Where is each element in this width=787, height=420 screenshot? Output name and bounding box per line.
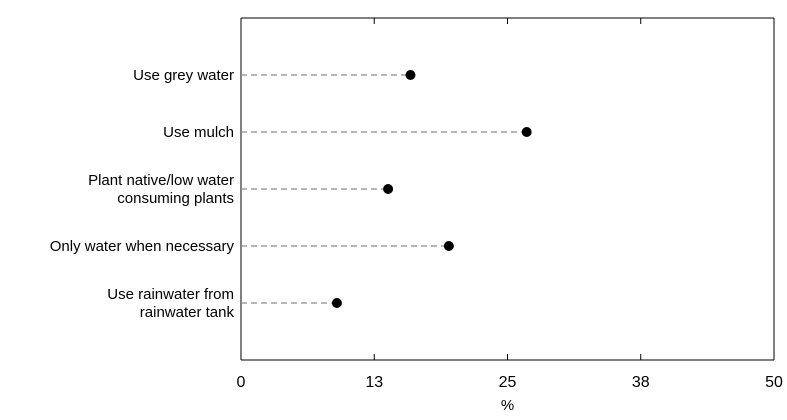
category-label-line-0-0: Use grey water (133, 67, 234, 84)
x-tick-label-0: 0 (237, 374, 246, 391)
category-label-1: Use mulch (163, 124, 234, 141)
category-label-line-1-0: Use mulch (163, 124, 234, 141)
data-point-3 (443, 241, 454, 251)
category-label-3: Only water when necessary (50, 238, 235, 255)
data-point-1 (521, 127, 532, 137)
category-label-2: Plant native/low water consuming plants (88, 172, 234, 207)
category-label-line-3-0: Only water when necessary (50, 238, 235, 255)
x-tick-label-4: 50 (765, 374, 783, 391)
category-label-4: Use rainwater from rainwater tank (107, 286, 234, 321)
x-tick-label-2: 25 (499, 374, 517, 391)
category-label-line-4-0: Use rainwater from (107, 286, 234, 303)
category-label-0: Use grey water (133, 67, 234, 84)
data-point-0 (405, 70, 416, 80)
category-label-line-2-1: consuming plants (117, 190, 234, 207)
category-label-line-2-0: Plant native/low water (88, 172, 234, 189)
data-point-4 (331, 298, 342, 308)
category-label-line-4-1: rainwater tank (140, 304, 235, 321)
x-tick-label-1: 13 (365, 374, 383, 391)
x-axis-label: % (501, 397, 514, 414)
x-tick-label-3: 38 (632, 374, 650, 391)
data-point-2 (383, 184, 394, 194)
